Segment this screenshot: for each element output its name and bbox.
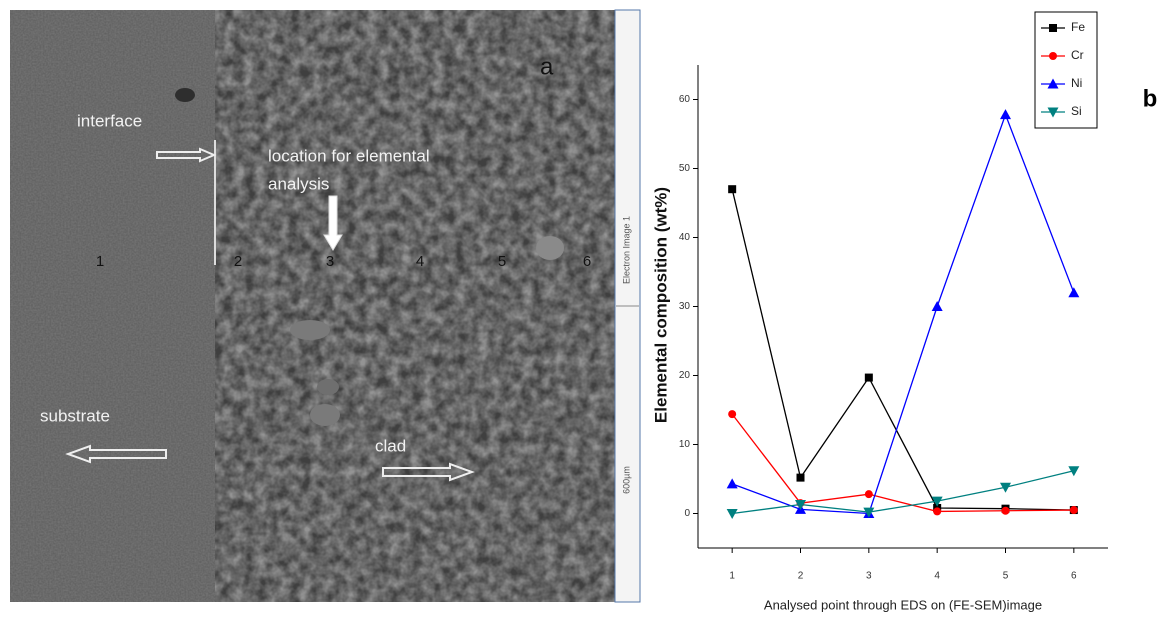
x-axis-label: Analysed point through EDS on (FE-SEM)im… <box>764 597 1042 612</box>
x-tick-label: 4 <box>934 571 940 582</box>
particle <box>290 320 330 340</box>
x-tick-label: 1 <box>729 571 735 582</box>
location-label: analysis <box>268 174 329 193</box>
clad-label: clad <box>375 436 406 455</box>
y-tick-label: 10 <box>679 439 691 450</box>
point-label: 3 <box>326 253 334 270</box>
point-label: 4 <box>416 253 424 270</box>
data-point <box>727 509 738 519</box>
legend-label: Fe <box>1071 20 1085 34</box>
data-point <box>1068 287 1079 297</box>
legend-label: Si <box>1071 104 1082 118</box>
interface-label: interface <box>77 111 142 130</box>
data-point <box>933 507 941 515</box>
legend-marker <box>1049 52 1057 60</box>
y-tick-label: 0 <box>684 508 690 519</box>
series-line <box>732 471 1074 514</box>
sem-image: a interface location for elemental analy… <box>10 10 640 602</box>
x-tick-label: 6 <box>1071 571 1077 582</box>
point-label: 2 <box>234 253 242 270</box>
legend-box <box>1035 12 1097 128</box>
data-point <box>727 478 738 488</box>
data-point <box>728 185 736 193</box>
legend-label: Cr <box>1071 48 1084 62</box>
scale-label: 600µm <box>621 466 631 494</box>
location-label: location for elemental <box>268 146 430 165</box>
particle <box>317 379 339 395</box>
data-point <box>728 410 736 418</box>
panel-label: b <box>1143 85 1158 112</box>
point-label: 1 <box>96 253 104 270</box>
point-label: 6 <box>583 253 591 270</box>
series-line <box>732 189 1074 510</box>
y-tick-label: 40 <box>679 232 691 243</box>
data-point <box>1000 109 1011 119</box>
legend-label: Ni <box>1071 76 1082 90</box>
x-tick-label: 5 <box>1003 571 1009 582</box>
image-name: Electron Image 1 <box>621 216 631 284</box>
data-point <box>1002 507 1010 515</box>
legend-marker <box>1049 24 1057 32</box>
point-label: 5 <box>498 253 506 270</box>
figure: a interface location for elemental analy… <box>0 0 1161 621</box>
panel-label: a <box>540 53 554 80</box>
x-tick-label: 2 <box>798 571 804 582</box>
y-tick-label: 30 <box>679 301 691 312</box>
data-point <box>865 374 873 382</box>
clad-texture <box>215 10 615 602</box>
y-tick-label: 60 <box>679 94 691 105</box>
particle <box>310 404 340 426</box>
series-line <box>732 115 1074 514</box>
y-tick-label: 20 <box>679 370 691 381</box>
substrate-label: substrate <box>40 406 110 425</box>
data-point <box>1070 506 1078 514</box>
data-point <box>865 490 873 498</box>
data-point <box>797 474 805 482</box>
y-axis-label: Elemental composition (wt%) <box>651 187 670 423</box>
x-tick-label: 3 <box>866 571 872 582</box>
particle <box>536 236 564 260</box>
data-point <box>932 301 943 311</box>
series-line <box>732 414 1074 511</box>
particle <box>175 88 195 102</box>
y-tick-label: 50 <box>679 163 691 174</box>
